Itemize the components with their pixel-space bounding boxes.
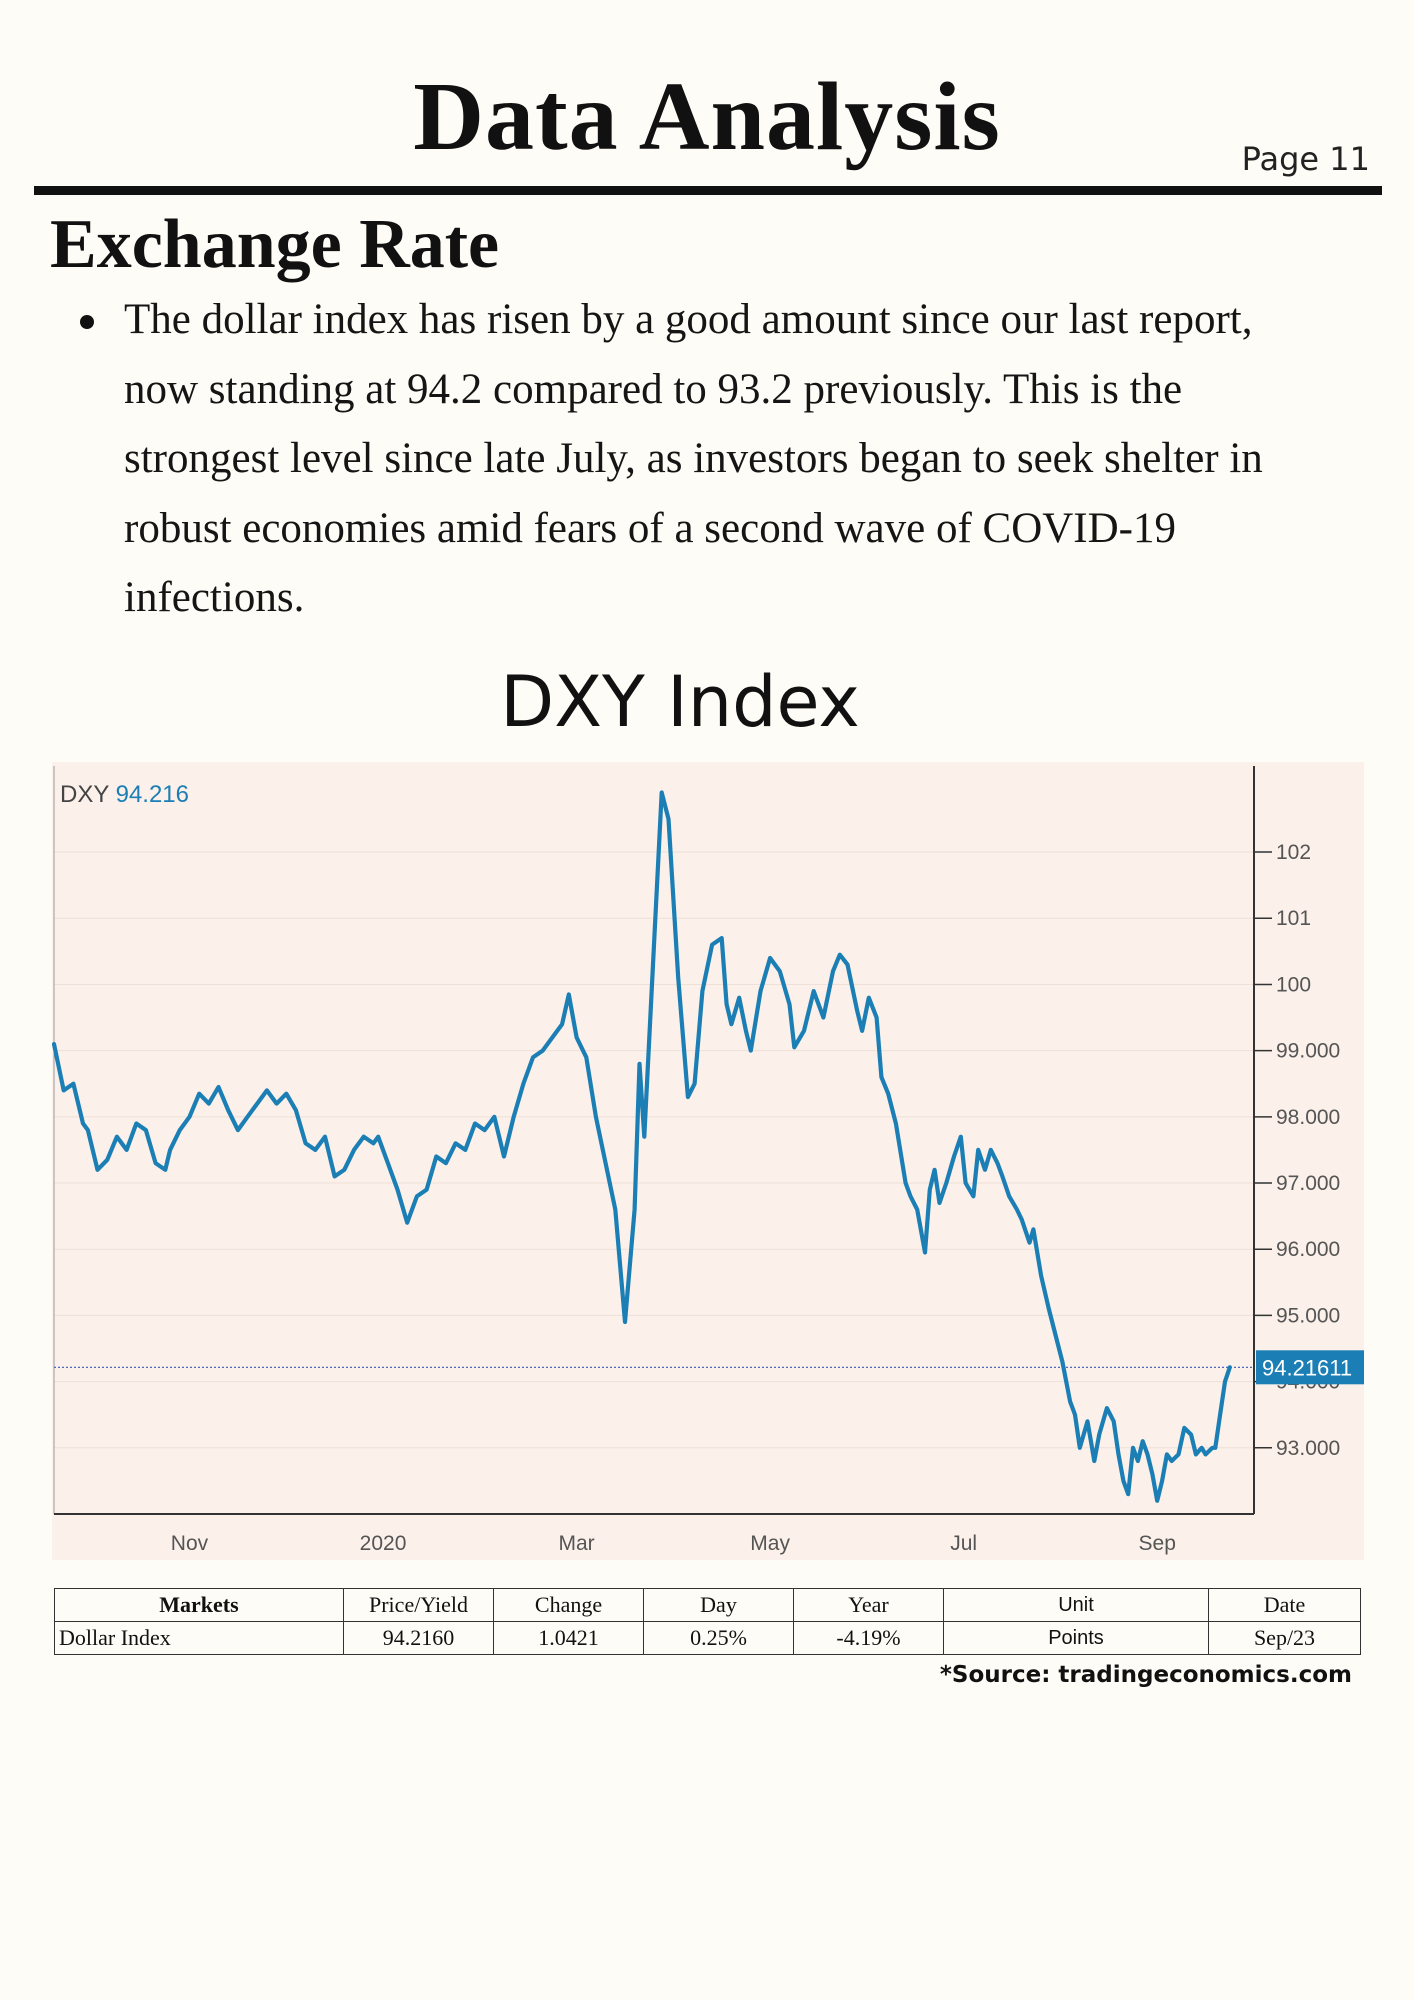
chart-svg: 93.00094.00095.00096.00097.00098.00099.0… [52, 762, 1364, 1560]
y-tick-label: 93.000 [1276, 1437, 1340, 1460]
y-tick-label: 96.000 [1276, 1238, 1340, 1261]
table-header-price: Price/Yield [343, 1588, 494, 1622]
source-note: *Source: tradingeconomics.com [939, 1662, 1352, 1688]
bullet-text: The dollar index has risen by a good amo… [124, 296, 1263, 621]
table-header-change: Change [493, 1588, 644, 1622]
table-cell-market: Dollar Index [54, 1621, 344, 1655]
table-header-unit: Unit [943, 1588, 1209, 1622]
y-tick-label: 101 [1276, 907, 1311, 930]
dxy-series-line [52, 790, 1232, 1503]
x-tick-label: Sep [1139, 1532, 1176, 1555]
x-tick-label: 2020 [360, 1532, 407, 1555]
x-tick-label: Jul [950, 1532, 977, 1555]
section-title: Exchange Rate [50, 206, 500, 283]
current-price-label: 94.21611 [1262, 1355, 1352, 1380]
table-header-year: Year [793, 1588, 944, 1622]
y-tick-label: 99.000 [1276, 1040, 1340, 1063]
x-tick-label: Mar [558, 1532, 594, 1555]
page-number: Page 11 [1241, 140, 1370, 178]
x-tick-label: Nov [171, 1532, 209, 1555]
table-cell-year: -4.19% [793, 1621, 944, 1655]
chart-legend: DXY 94.216 [60, 781, 189, 808]
dxy-chart: 93.00094.00095.00096.00097.00098.00099.0… [52, 762, 1364, 1560]
table-cell-change: 1.0421 [493, 1621, 644, 1655]
bullet-dot [80, 315, 94, 329]
legend-symbol: DXY [60, 781, 116, 808]
x-tick-label: May [750, 1532, 790, 1555]
table-header-markets: Markets [54, 1588, 344, 1622]
y-tick-label: 102 [1276, 841, 1311, 864]
legend-value: 94.216 [116, 781, 189, 808]
current-price-tag [1256, 1350, 1364, 1385]
y-tick-label: 98.000 [1276, 1106, 1340, 1129]
table-cell-day: 0.25% [643, 1621, 794, 1655]
y-tick-label: 100 [1276, 973, 1311, 996]
table-row: Dollar Index 94.2160 1.0421 0.25% -4.19%… [54, 1621, 1361, 1655]
page-title: Data Analysis [413, 63, 1001, 171]
chart-heading: DXY Index [500, 661, 860, 743]
header-rule [34, 186, 1382, 195]
table-cell-date: Sep/23 [1208, 1621, 1361, 1655]
markets-table: Markets Price/Yield Change Day Year Unit… [54, 1588, 1361, 1655]
chart-background [52, 762, 1364, 1560]
table-header-date: Date [1208, 1588, 1361, 1622]
y-tick-label: 97.000 [1276, 1172, 1340, 1195]
table-cell-price: 94.2160 [343, 1621, 494, 1655]
bullet-list: The dollar index has risen by a good amo… [74, 285, 1314, 633]
table-header-row: Markets Price/Yield Change Day Year Unit… [54, 1588, 1361, 1622]
table-cell-unit: Points [943, 1621, 1209, 1655]
y-tick-label: 95.000 [1276, 1304, 1340, 1327]
table-header-day: Day [643, 1588, 794, 1622]
